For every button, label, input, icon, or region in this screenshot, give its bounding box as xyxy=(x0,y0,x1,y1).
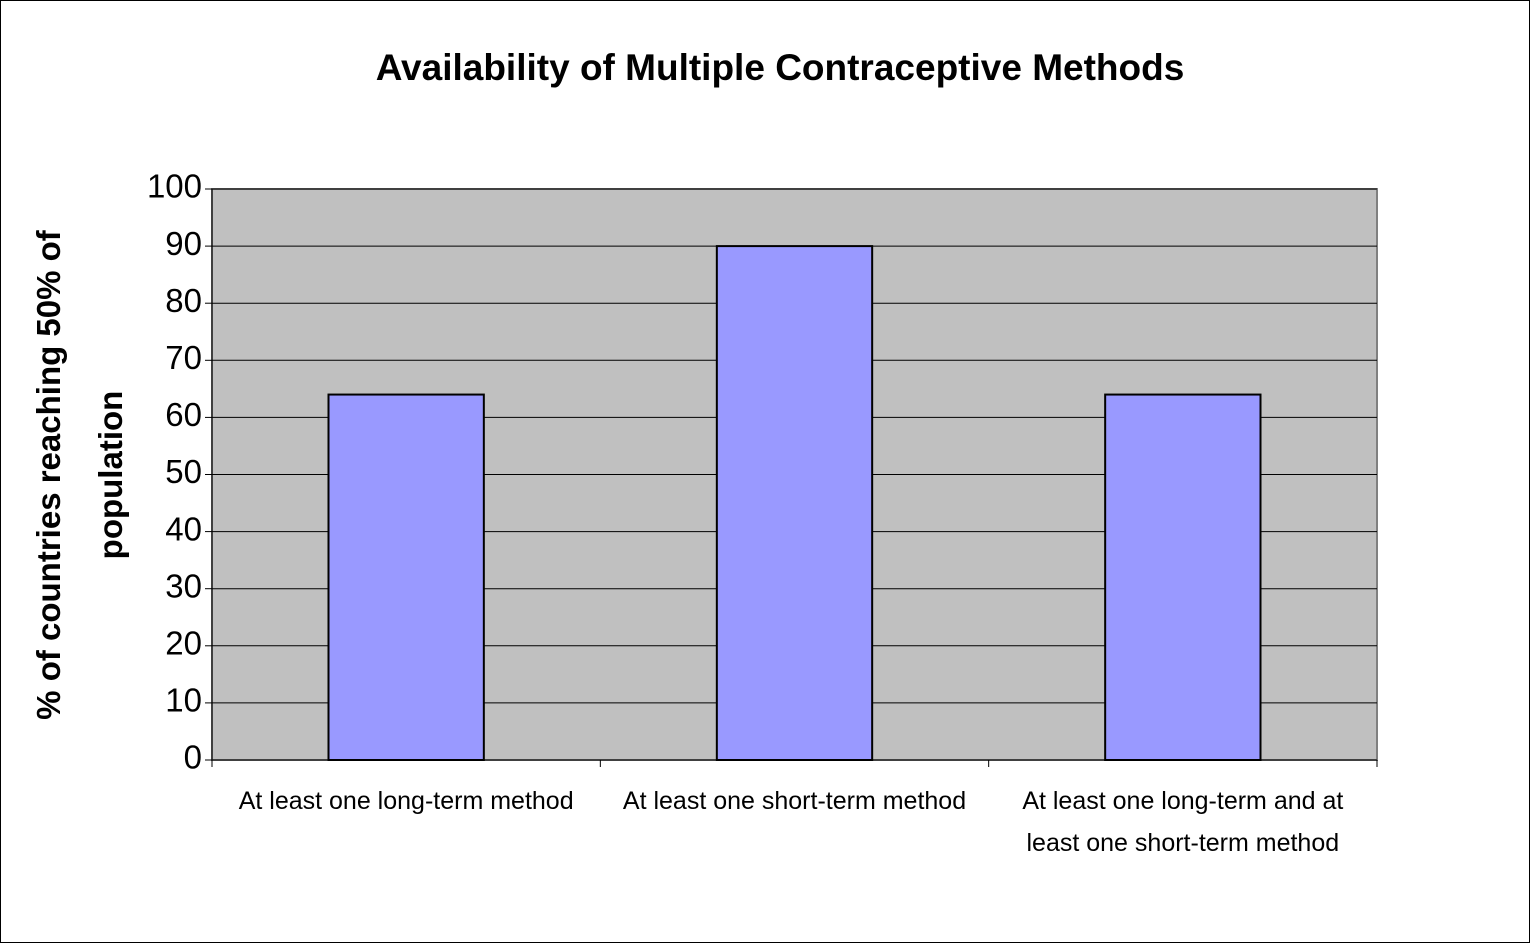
y-tick-label: 40 xyxy=(165,510,202,547)
y-tick-label: 90 xyxy=(165,225,202,262)
x-tick-label-box: At least one short-term method xyxy=(622,787,967,815)
bar xyxy=(327,393,485,761)
y-label-box: % of countries reaching 50% of populatio… xyxy=(30,230,129,720)
x-tick-label-box: At least one long-term and at least one … xyxy=(1022,787,1344,857)
y-tick-label: 30 xyxy=(165,567,202,604)
y-tick-label: 60 xyxy=(165,396,202,433)
bar xyxy=(1104,393,1262,761)
y-tick-label: 20 xyxy=(165,625,202,662)
bar xyxy=(715,245,874,762)
x-tick-label: At least one long-term and at least one … xyxy=(1022,787,1344,857)
y-tick-label: 10 xyxy=(165,682,202,719)
y-tick-label: 100 xyxy=(147,168,202,205)
y-tick-label: 50 xyxy=(165,453,202,490)
chart-title: Availability of Multiple Contraceptive M… xyxy=(376,47,1185,88)
y-tick-label: 80 xyxy=(165,282,202,319)
x-tick-label: At least one long-term method xyxy=(238,787,574,815)
y-tick-label: 70 xyxy=(165,339,202,376)
y-tick-label: 0 xyxy=(184,739,202,776)
y-axis-label: % of countries reaching 50% of populatio… xyxy=(30,230,129,720)
y-label-group: % of countries reaching 50% of populatio… xyxy=(30,230,129,720)
x-tick-label-box: At least one long-term method xyxy=(238,787,574,815)
x-tick-label: At least one short-term method xyxy=(622,787,967,815)
